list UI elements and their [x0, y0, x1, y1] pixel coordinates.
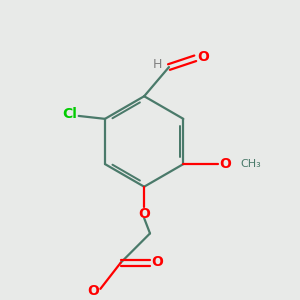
Text: O: O [219, 157, 231, 171]
Text: O: O [151, 255, 163, 269]
Text: O: O [139, 207, 150, 220]
Text: O: O [87, 284, 99, 298]
Text: CH₃: CH₃ [240, 158, 261, 169]
Text: H: H [153, 58, 163, 70]
Text: O: O [197, 50, 209, 64]
Text: Cl: Cl [62, 107, 77, 122]
